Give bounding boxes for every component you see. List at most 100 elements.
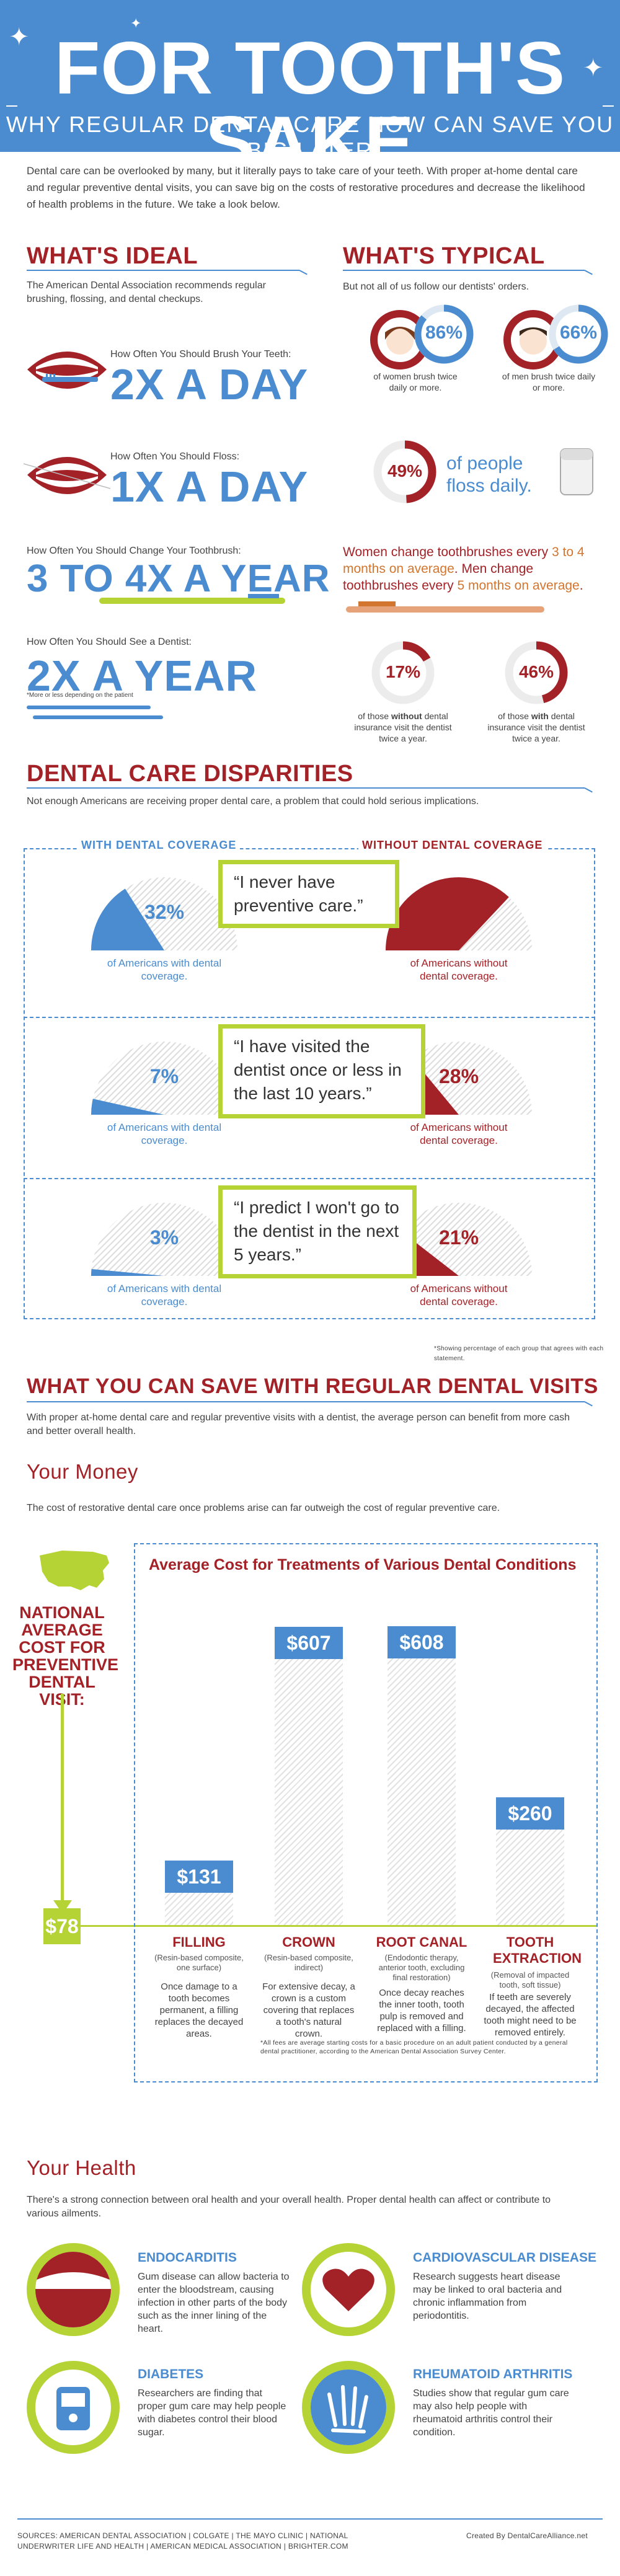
without-coverage-caption: of Americans without dental coverage.	[410, 957, 508, 982]
without-coverage-pct: 74%	[438, 901, 479, 923]
hand-xray-graphic	[311, 2370, 386, 2445]
sources-line-2: UNDERWRITER LIFE AND HEALTH | AMERICAN M…	[17, 2542, 348, 2551]
intro-paragraph: Dental care can be overlooked by many, b…	[27, 165, 585, 210]
dentist-visit-label: How Often You Should See a Dentist:	[27, 637, 192, 647]
bar-root-canal	[388, 1626, 456, 1925]
mouth-icon-graphic	[35, 2252, 111, 2327]
row-divider	[24, 1178, 595, 1179]
with-coverage-caption: of Americans with dental coverage.	[107, 1283, 222, 1308]
section-heading-ideal: WHAT'S IDEAL	[27, 243, 198, 269]
with-coverage-pct: 3%	[149, 1226, 179, 1249]
with-caption-c: dental insurance visit the dentist twice…	[487, 711, 585, 743]
category-label: CROWN	[282, 1934, 335, 1950]
brush-frequency-value: 2X A DAY	[110, 360, 309, 409]
section-heading-savings: WHAT YOU CAN SAVE WITH REGULAR DENTAL VI…	[27, 1374, 598, 1398]
footer-credit: Created By DentalCareAlliance.net	[466, 2531, 588, 2540]
mouth-icon	[27, 2243, 120, 2336]
toothbrush-text-5: .	[579, 578, 583, 593]
with-coverage-pct: 32%	[144, 901, 185, 923]
floss-ring	[373, 440, 436, 503]
disparities-text: Not enough Americans are receiving prope…	[27, 796, 479, 807]
floss-frequency-label: How Often You Should Floss:	[110, 451, 240, 462]
dentist-visit-note: *More or less depending on the patient	[27, 692, 133, 699]
green-connector-line	[61, 1694, 64, 1905]
health-title-arthritis: RHEUMATOID ARTHRITIS	[413, 2367, 573, 2381]
chart-title: Average Cost for Treatments of Various D…	[149, 1556, 577, 1573]
without-coverage-caption: of Americans without dental coverage.	[410, 1283, 508, 1308]
floss-frequency-value: 1X A DAY	[110, 463, 309, 511]
bar-crown	[275, 1626, 343, 1925]
category-subtitle: (Resin-based composite, one surface)	[154, 1953, 244, 1972]
disparities-note: *Showing percentage of each group that a…	[434, 1345, 604, 1362]
heart-icon	[302, 2243, 395, 2336]
bar-value-label: $607	[275, 1626, 343, 1659]
without-insurance-pct: 17%	[385, 662, 421, 681]
toothbrush-icon	[99, 594, 285, 604]
floss-pct: 49%	[387, 461, 423, 480]
category-subtitle: (Endodontic therapy, anterior tooth, exc…	[378, 1953, 465, 1982]
money-text: The cost of restorative dental care once…	[27, 1503, 500, 1513]
worn-toothbrush-icon	[346, 601, 544, 613]
ideal-text: The American Dental Association recommen…	[27, 280, 266, 304]
cost-chart-frame	[134, 1543, 598, 2082]
without-caption-c: dental insurance visit the dentist twice…	[354, 711, 452, 743]
women-brush-donut: 86%	[412, 303, 476, 366]
section-rule	[27, 270, 299, 271]
brush-frequency-label: How Often You Should Brush Your Teeth:	[110, 349, 291, 360]
header-banner: ✦ ✦ ✦ FOR TOOTH'S SAKE WHY REGULAR DENTA…	[0, 0, 620, 180]
chart-footnote: *All fees are average starting costs for…	[260, 2039, 568, 2055]
category-description: Once decay reaches the inner tooth, toot…	[377, 1988, 466, 2034]
page-subtitle: WHY REGULAR DENTAL CARE NOW CAN SAVE YOU…	[6, 112, 614, 163]
flossing-mouth-icon	[24, 457, 110, 494]
with-insurance-caption: of those with dental insurance visit the…	[480, 710, 592, 744]
men-brush-caption: of men brush twice daily or more.	[502, 371, 596, 392]
glucose-meter-icon	[27, 2361, 120, 2454]
with-coverage-pct: 7%	[149, 1065, 179, 1087]
health-desc-endocarditis: Gum disease can allow bacteria to enter …	[138, 2272, 290, 2334]
women-brush-caption: of women brush twice daily or more.	[373, 371, 458, 392]
category-label: FILLING	[172, 1934, 226, 1950]
without-coverage-pct: 28%	[438, 1065, 479, 1087]
section-rule-tail	[299, 270, 308, 275]
glucose-meter-graphic	[56, 2387, 90, 2430]
men-brush-ring	[549, 304, 608, 364]
women-brush-pct: 86%	[425, 322, 463, 343]
with-insurance-pct: 46%	[518, 662, 554, 681]
section-rule-tail	[584, 1401, 593, 1407]
with-insurance-ring	[505, 641, 568, 704]
sparkle-icon: ✦	[583, 55, 604, 82]
section-heading-disparities: DENTAL CARE DISPARITIES	[27, 761, 353, 787]
without-coverage-caption: of Americans without dental coverage.	[410, 1122, 508, 1146]
savings-text: With proper at-home dental care and regu…	[27, 1412, 570, 1436]
with-coverage-caption: of Americans with dental coverage.	[107, 1122, 222, 1146]
coverage-semicircles	[91, 1203, 532, 1276]
section-rule-tail	[584, 270, 593, 275]
toothbrush-text-4: 5 months on average	[457, 578, 580, 593]
section-heading-health: Your Health	[27, 2156, 136, 2179]
section-heading-money: Your Money	[27, 1460, 138, 1483]
coverage-semicircles	[91, 877, 532, 950]
category-subtitle: (Resin-based composite, indirect)	[264, 1953, 353, 1972]
row-divider	[24, 1017, 595, 1018]
floss-donut: 49%	[371, 438, 439, 506]
section-heading-typical: WHAT'S TYPICAL	[343, 243, 545, 269]
section-rule	[343, 270, 585, 271]
bar-value-label: $260	[496, 1797, 564, 1830]
category-label: TOOTH EXTRACTION	[493, 1934, 582, 1966]
footer-rule	[17, 2518, 603, 2520]
toothbrush-change-value: 3 TO 4X A YEAR	[27, 557, 330, 600]
category-description: Once damage to a tooth becomes permanent…	[154, 1981, 244, 2039]
health-desc-cardiovascular: Research suggests heart disease may be l…	[413, 2272, 562, 2321]
subtitle-rule	[603, 105, 614, 107]
toothbrush-text-3: . Men change toothbrushes every	[343, 562, 534, 593]
national-average-title: NATIONAL AVERAGE COST FOR PREVENTIVE DEN…	[12, 1603, 119, 1708]
health-title-endocarditis: ENDOCARDITIS	[138, 2251, 237, 2265]
men-brush-donut: 66%	[547, 303, 610, 366]
page-title: FOR TOOTH'S SAKE	[55, 27, 565, 184]
health-desc-arthritis: Studies show that regular gum care may a…	[413, 2388, 569, 2438]
floss-caption: of people floss daily.	[446, 453, 532, 496]
hand-xray-icon	[302, 2361, 395, 2454]
women-brush-ring	[414, 304, 474, 364]
toothbrush-change-stats: Women change toothbrushes every 3 to 4 m…	[343, 544, 603, 594]
category-label: ROOT CANAL	[376, 1934, 467, 1950]
